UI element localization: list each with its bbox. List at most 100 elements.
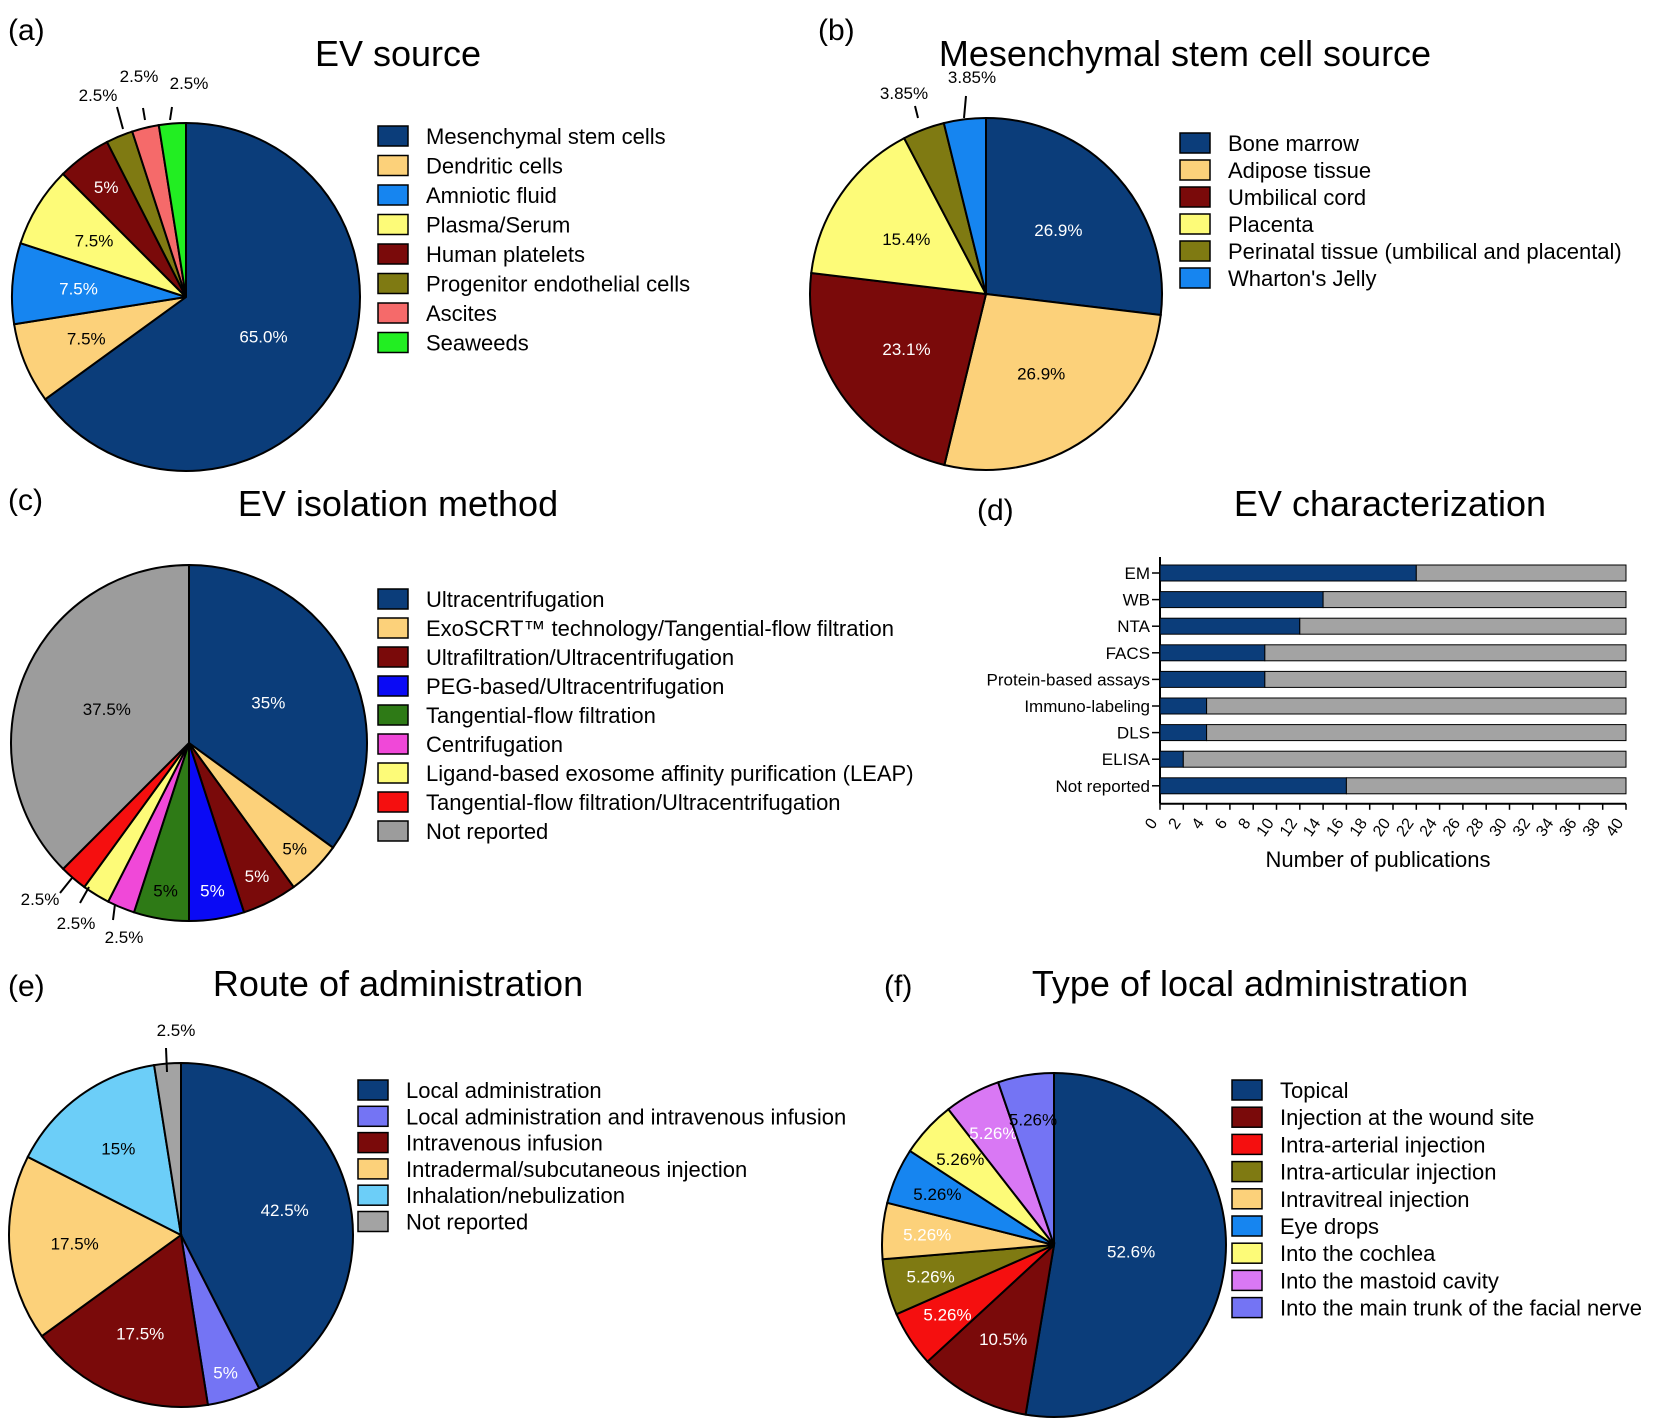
slice-value-label: 7.5% [67, 329, 106, 348]
slice-value-label: 5% [94, 178, 119, 197]
x-tick-label: 12 [1277, 815, 1301, 839]
leader-line [914, 105, 919, 119]
x-tick-label: 40 [1603, 815, 1627, 839]
legend-label: Umbilical cord [1228, 185, 1366, 210]
legend-swatch [1179, 267, 1211, 289]
panel-label: (b) [818, 14, 855, 47]
legend-label: ExoSCRT™ technology/Tangential-flow filt… [426, 616, 894, 641]
pie-slice [942, 116, 987, 295]
x-axis-label: Number of publications [1265, 847, 1490, 872]
legend-swatch [1231, 1133, 1263, 1156]
legend-label: Amniotic fluid [426, 183, 557, 208]
slice-value-label: 65.0% [239, 328, 287, 347]
bar-segment [1206, 724, 1627, 742]
pie-slice [808, 271, 988, 467]
category-label: FACS [1106, 644, 1150, 663]
legend-label: Not reported [426, 819, 548, 844]
x-tick-label: 28 [1463, 815, 1487, 839]
pie-panel-e: (e) Route of administration 42.5% 5% 17.5% 17… [8, 963, 846, 1408]
slice-value-label: 5.26% [906, 1267, 954, 1286]
bar-segment [1322, 591, 1627, 609]
legend-label: Dendritic cells [426, 154, 563, 179]
slice-value-label: 5% [213, 1363, 238, 1382]
pie-slice [26, 1063, 183, 1237]
legend-swatch [357, 1210, 389, 1233]
legend-label: Intra-arterial injection [1280, 1132, 1485, 1157]
slice-value-label: 3.85% [948, 68, 996, 87]
legend-label: PEG-based/Ultracentrifugation [426, 674, 724, 699]
legend-swatch [377, 125, 409, 147]
category-label: NTA [1117, 617, 1150, 636]
legend-swatch [377, 646, 409, 668]
legend-swatch [1231, 1215, 1263, 1237]
x-tick-label: 18 [1347, 815, 1371, 839]
chart-title: Route of administration [213, 963, 583, 1004]
slice-value-label: 17.5% [116, 1325, 164, 1344]
slice-value-label: 5.26% [913, 1185, 961, 1204]
legend-label: Eye drops [1280, 1214, 1379, 1239]
legend-swatch [1179, 159, 1211, 181]
leader-line [963, 95, 967, 119]
category-label: WB [1123, 591, 1150, 610]
slice-value-label: 5% [245, 867, 270, 886]
leader-line [59, 877, 73, 894]
pie-slice [10, 563, 190, 871]
pie-slice [8, 1155, 183, 1338]
bar-segment [1415, 564, 1627, 582]
slice-value-label: 5.26% [903, 1226, 951, 1245]
bar-segment [1264, 644, 1627, 662]
category-label: Immuno-labeling [1024, 697, 1150, 716]
legend-swatch [357, 1079, 389, 1101]
legend-label: Intravitreal injection [1280, 1187, 1470, 1212]
legend-label: Not reported [406, 1210, 528, 1235]
legend-label: Local administration [406, 1078, 602, 1103]
pie-panel-f: (f) Type of local administration 52.6% 10.5… [881, 963, 1642, 1418]
slice-value-label: 2.5% [57, 914, 96, 933]
bar-segment [1299, 617, 1627, 635]
panel-label: (d) [977, 494, 1014, 527]
category-label: Protein-based assays [987, 670, 1150, 689]
legend-swatch [377, 184, 409, 206]
legend-label: Placenta [1228, 212, 1314, 237]
x-tick-label: 10 [1254, 815, 1278, 839]
legend-swatch [377, 820, 409, 842]
bar-segment [1159, 564, 1417, 582]
x-tick-label: 16 [1324, 815, 1348, 839]
pie-slice [943, 292, 1162, 471]
slice-value-label: 5.26% [969, 1124, 1017, 1143]
leader-line [79, 886, 90, 904]
category-label: DLS [1117, 724, 1150, 743]
legend-swatch [1231, 1188, 1263, 1210]
legend-swatch [357, 1184, 389, 1206]
legend-swatch [1179, 132, 1211, 154]
slice-value-label: 5% [282, 840, 307, 859]
legend-swatch [1231, 1079, 1263, 1101]
chart-title: EV source [315, 33, 481, 74]
legend-label: Tangential-flow filtration [426, 703, 656, 728]
slice-value-label: 5.26% [923, 1306, 971, 1325]
legend-label: Adipose tissue [1228, 158, 1371, 183]
pie-panel-c: (c) EV isolation method 35% 5% 5% 5% 5% 37.5% 2.… [8, 483, 914, 947]
slice-value-label: 10.5% [979, 1330, 1027, 1349]
slice-value-label: 7.5% [75, 232, 114, 251]
bar-segment [1159, 724, 1208, 742]
legend-label: Ligand-based exosome affinity purificati… [426, 761, 914, 786]
slice-value-label: 5% [153, 882, 178, 901]
pie-slice [40, 1233, 210, 1408]
legend-swatch [377, 213, 409, 236]
legend-swatch [1231, 1242, 1263, 1264]
x-tick-label: 36 [1557, 815, 1581, 839]
x-tick-label: 38 [1580, 815, 1604, 839]
slice-value-label: 37.5% [83, 700, 131, 719]
x-tick-label: 20 [1370, 815, 1394, 839]
legend-swatch [377, 272, 409, 295]
slice-value-label: 2.5% [79, 86, 118, 105]
slice-value-label: 5.26% [936, 1150, 984, 1169]
legend-label: Wharton's Jelly [1228, 266, 1376, 291]
slice-value-label: 17.5% [51, 1234, 99, 1253]
legend: Mesenchymal stem cells Dendritic cells Amn… [377, 124, 690, 356]
bar-segment [1159, 644, 1266, 662]
legend-label: Local administration and intravenous inf… [406, 1104, 846, 1129]
